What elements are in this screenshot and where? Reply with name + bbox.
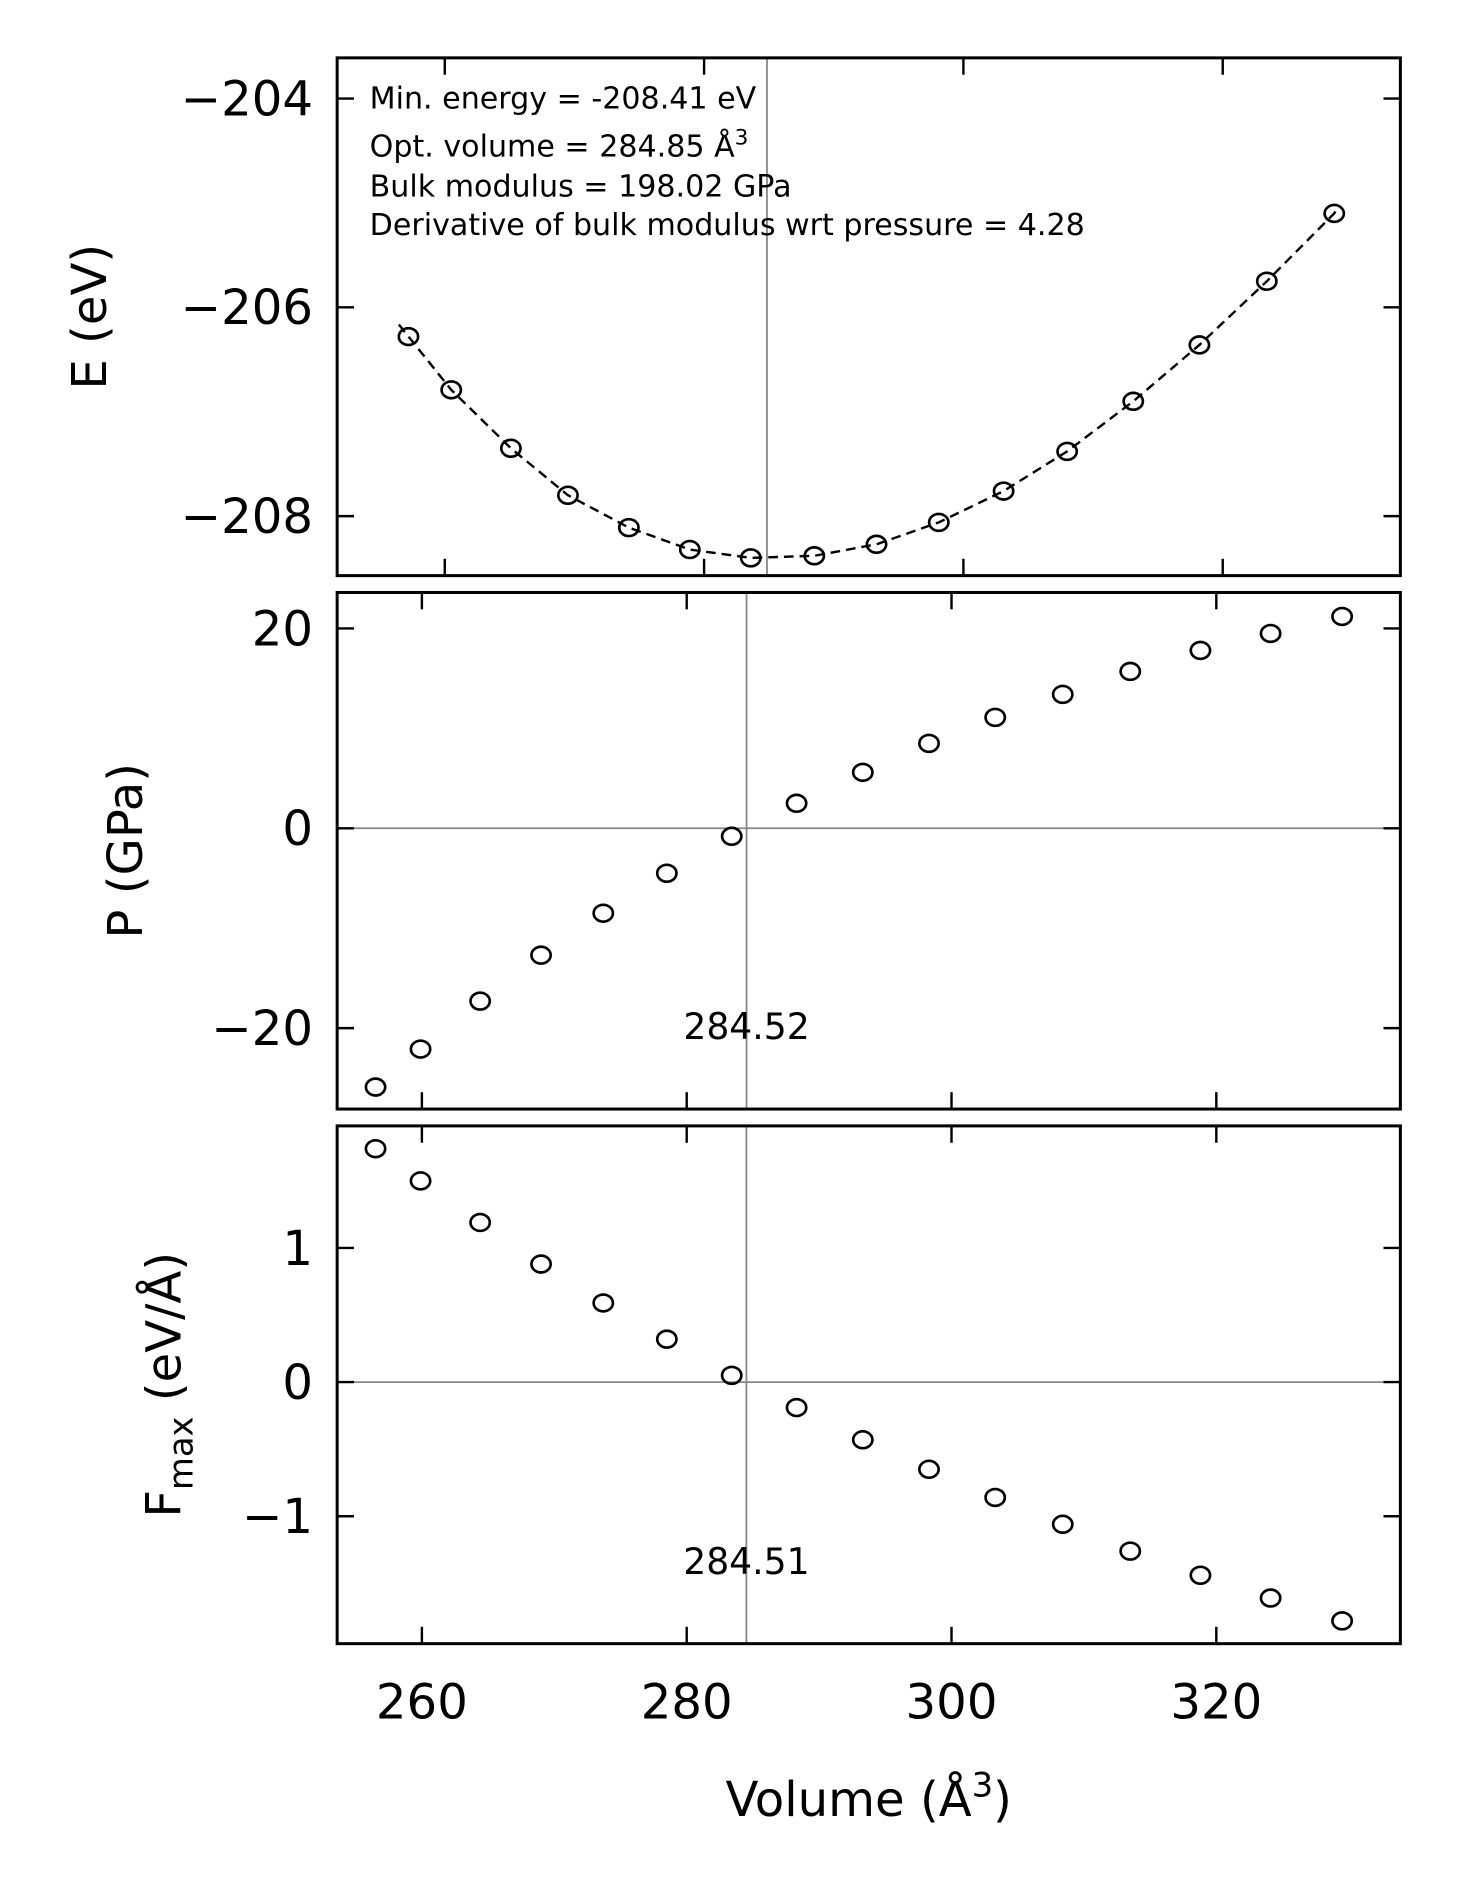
y-tick-label: −206 [181,280,313,336]
data-point [364,1138,387,1159]
x-tick-label: 300 [906,1674,998,1730]
data-point [918,1459,940,1480]
y-label-main: F [137,1490,193,1518]
vline-value-label: 284.51 [683,1540,809,1583]
data-point [617,517,640,538]
data-point [720,826,743,847]
y-axis-label: E (eV) [62,244,118,390]
data-point [1189,1565,1212,1586]
data-point [739,548,762,568]
data-point [785,1397,808,1418]
annotation-superscript: 3 [735,126,749,151]
data-point [1189,640,1212,661]
data-point [655,863,678,883]
axes-frame [335,1124,1402,1646]
x-label-main: Volume (Å [726,1771,972,1828]
eos-fit-line [397,206,1339,560]
data-point [678,539,701,560]
data-point [865,534,888,555]
x-axis-label: Volume (Å3) [726,1766,1012,1828]
y-tick-label: −208 [181,489,313,545]
data-point [1119,1541,1142,1561]
data-point [1255,271,1278,292]
data-point [530,945,553,965]
data-point [556,485,579,506]
data-point [592,1293,615,1313]
data-point [1122,391,1145,412]
data-point [469,1212,492,1233]
y-tick-label: 20 [252,601,313,657]
x-tick-label: 260 [376,1674,468,1730]
data-point [655,1329,678,1349]
data-point [409,1039,432,1059]
x-label-end: ) [993,1772,1012,1828]
data-point [1188,335,1211,355]
data-point [1259,1588,1282,1608]
data-point [1331,1611,1354,1631]
pressure-panel: 20 0 −20 284.52 P (GPa) [98,590,1402,1111]
data-point [1051,684,1074,705]
data-point [720,1365,743,1386]
y-label-unit: (eV/Å) [136,1252,193,1417]
data-point [918,733,940,754]
x-tick-label: 280 [641,1674,733,1730]
y-tick-label: 0 [282,801,313,857]
data-point [1259,623,1282,644]
data-point [851,762,874,783]
fit-annotation: Min. energy = -208.41 eV [370,81,757,116]
x-label-superscript: 3 [972,1766,993,1805]
y-tick-label: −204 [181,71,313,127]
annotation-text: Opt. volume = 284.85 Å [370,129,735,165]
data-point [1119,661,1142,682]
y-axis-label: Fmax (eV/Å) [136,1252,201,1518]
data-point [803,546,826,566]
data-point [851,1430,874,1450]
vline-value-label: 284.52 [683,1005,809,1048]
energy-panel: −204 −206 −208 Min. energy = -208.41 eV Opt.… [62,56,1402,578]
data-point [409,1171,432,1191]
y-tick-label: 0 [282,1355,313,1411]
data-point [785,793,808,814]
y-tick-label: 1 [282,1221,313,1277]
fit-annotation: Opt. volume = 284.85 Å3 [370,126,749,165]
data-point [440,380,463,400]
data-point [992,481,1015,501]
data-point [364,1077,387,1097]
y-tick-label: −1 [242,1489,313,1545]
data-point [1323,203,1346,224]
data-point [592,903,615,923]
y-label-subscript: max [162,1417,201,1490]
data-point [530,1254,553,1274]
data-point [1331,606,1354,627]
data-point [397,326,420,347]
data-point [1051,1514,1074,1535]
data-point [927,512,950,533]
data-point [469,991,492,1011]
fit-annotation: Bulk modulus = 198.02 GPa [370,169,792,204]
y-tick-label: −20 [211,1001,313,1057]
y-axis-label: P (GPa) [98,763,154,939]
data-point [984,707,1007,728]
x-tick-label: 320 [1170,1674,1262,1730]
force-panel: 260 280 300 320 1 0 −1 284.51 Fmax (eV/Å) Volume … [136,1124,1402,1828]
data-point [1056,441,1079,462]
data-point [499,438,522,459]
fit-annotation: Derivative of bulk modulus wrt pressure … [370,208,1085,243]
axes-frame [335,590,1402,1111]
data-point [984,1487,1007,1508]
axes-frame [335,56,1402,578]
